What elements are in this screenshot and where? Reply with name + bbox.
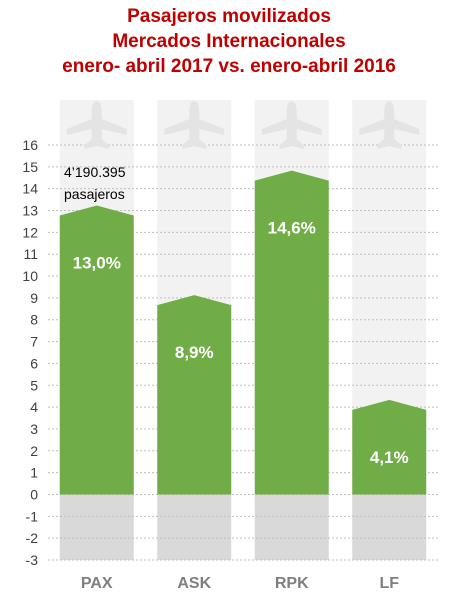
y-tick-label: -2 [26, 530, 39, 546]
y-tick-label: -3 [26, 552, 39, 568]
y-tick-label: 14 [22, 181, 38, 197]
category-label-pax: PAX [81, 575, 113, 592]
y-tick-label: 11 [23, 246, 38, 262]
x-axis-categories: PAX ASK RPK LF [81, 575, 399, 592]
data-label-lf: 4,1% [370, 448, 409, 467]
bar-pax [59, 205, 134, 495]
y-tick-label: 7 [30, 334, 38, 350]
y-tick-label: 6 [30, 355, 38, 371]
y-tick-label: 12 [22, 224, 38, 240]
bar-ask [157, 295, 232, 495]
y-tick-label: 8 [30, 312, 38, 328]
y-tick-label: 9 [30, 290, 38, 306]
y-tick-label: -1 [26, 508, 39, 524]
bar-rpk [254, 170, 329, 495]
y-tick-label: 3 [30, 421, 38, 437]
y-tick-label: 10 [22, 268, 38, 284]
y-tick-label: 4 [30, 399, 38, 415]
pax-annotation: 4’190.395 pasajeros [64, 164, 126, 202]
title-line-2: Mercados Internacionales [112, 31, 346, 52]
airplane-icon [359, 101, 420, 149]
y-tick-label: 15 [22, 159, 38, 175]
data-label-ask: 8,9% [175, 343, 214, 362]
bars [59, 170, 427, 495]
bar-lf [352, 399, 427, 495]
negative-band-ask [157, 494, 232, 560]
y-tick-label: 2 [30, 443, 38, 459]
airplane-icon [261, 101, 322, 149]
category-label-lf: LF [379, 575, 399, 592]
airplane-icons [66, 101, 420, 149]
negative-band-rpk [254, 494, 329, 560]
category-label-rpk: RPK [275, 575, 309, 592]
category-label-ask: ASK [177, 575, 211, 592]
data-label-pax: 13,0% [73, 254, 121, 273]
y-tick-label: 1 [30, 465, 38, 481]
title-line-3: enero- abril 2017 vs. enero-abril 2016 [62, 56, 396, 77]
data-labels: 13,0% 8,9% 14,6% 4,1% [73, 219, 409, 467]
airplane-icon [164, 101, 225, 149]
annotation-line-1: 4’190.395 [64, 164, 126, 180]
y-tick-label: 0 [30, 486, 38, 502]
y-tick-label: 5 [30, 377, 38, 393]
annotation-line-2: pasajeros [64, 186, 125, 202]
negative-band-lf [352, 494, 427, 560]
data-label-rpk: 14,6% [268, 219, 316, 238]
negative-band-pax [59, 494, 134, 560]
y-tick-label: 16 [22, 137, 38, 153]
airplane-icon [66, 101, 127, 149]
title-line-1: Pasajeros movilizados [127, 6, 331, 27]
y-tick-label: 13 [22, 203, 38, 219]
chart-title: Pasajeros movilizados Mercados Internaci… [0, 4, 458, 79]
